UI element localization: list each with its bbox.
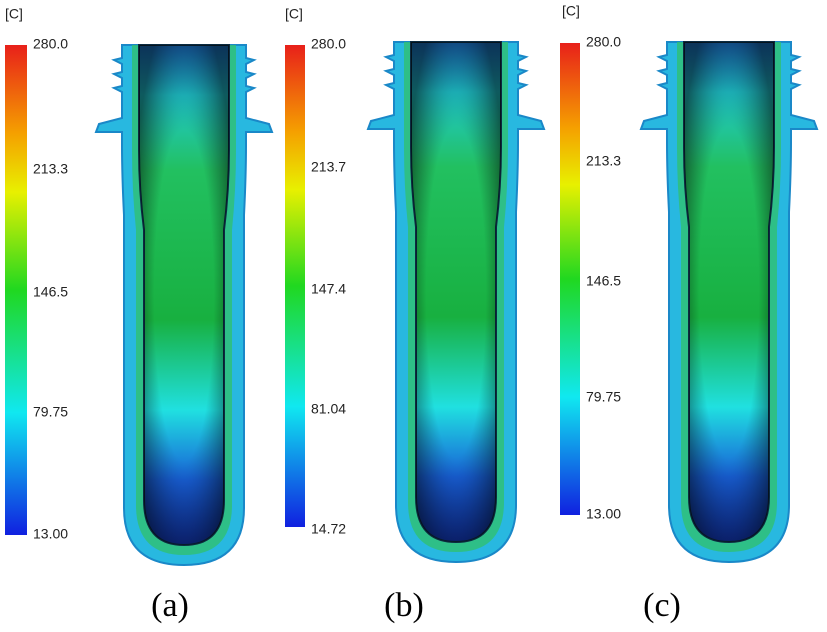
preform-image (95, 44, 273, 566)
color-bar (285, 45, 305, 527)
scale-label: 79.75 (586, 389, 621, 405)
color-bar (560, 43, 580, 515)
scale-label: 213.3 (586, 153, 621, 169)
scale-label: 280.0 (311, 36, 346, 52)
scale-label: 13.00 (586, 506, 621, 522)
scale-label: 146.5 (33, 284, 68, 300)
scale-label: 146.5 (586, 273, 621, 289)
scale-label: 14.72 (311, 521, 346, 537)
preform-image (640, 41, 818, 563)
unit-label: [C] (5, 6, 23, 22)
scale-label: 147.4 (311, 281, 346, 297)
caption: (a) (151, 587, 189, 624)
scale-label: 13.00 (33, 526, 68, 542)
scale-label: 81.04 (311, 401, 346, 417)
preform-image (367, 41, 545, 563)
scale-label: 213.7 (311, 159, 346, 175)
unit-label: [C] (562, 3, 580, 19)
scale-label: 79.75 (33, 404, 68, 420)
unit-label: [C] (285, 6, 303, 22)
caption: (b) (384, 587, 424, 624)
scale-label: 280.0 (586, 34, 621, 50)
scale-label: 280.0 (33, 36, 68, 52)
scale-label: 213.3 (33, 161, 68, 177)
caption: (c) (643, 587, 681, 624)
color-bar (5, 45, 27, 535)
